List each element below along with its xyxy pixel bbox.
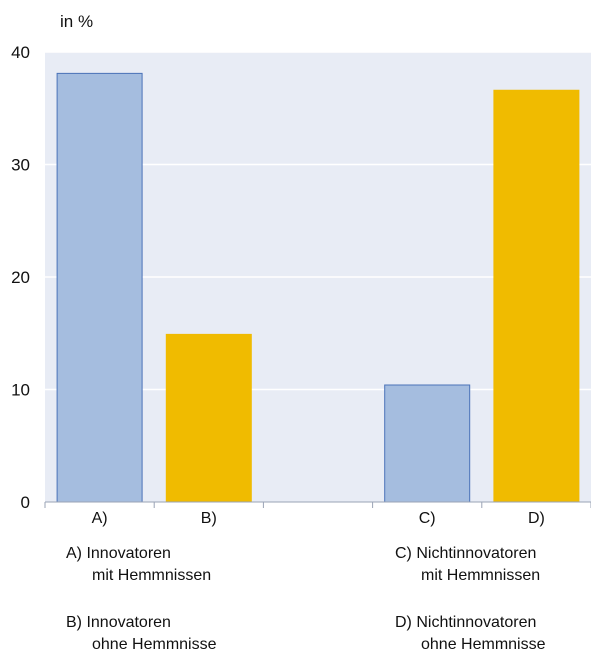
legend-entry-a: A) Innovatoren mit Hemmnissen bbox=[66, 543, 211, 587]
legend-entry-c-line1: C) Nichtinnovatoren bbox=[395, 545, 537, 562]
y-tick-label: 40 bbox=[11, 43, 30, 62]
x-tick-label: D) bbox=[528, 510, 545, 527]
legend-entry-d-line2: ohne Hemmnisse bbox=[421, 636, 546, 653]
y-tick-label: 10 bbox=[11, 381, 30, 400]
bar bbox=[165, 333, 252, 503]
bar bbox=[384, 384, 471, 503]
legend-entry-a-line2: mit Hemmnissen bbox=[92, 567, 212, 584]
y-tick-label: 0 bbox=[21, 493, 30, 512]
x-tick-label: B) bbox=[201, 510, 217, 527]
legend-entry-c: C) Nichtinnovatoren mit Hemmnissen bbox=[395, 543, 540, 587]
legend-entry-d: D) Nichtinnovatoren ohne Hemmnisse bbox=[395, 612, 546, 656]
legend-entry-b-line1: B) Innovatoren bbox=[66, 614, 171, 631]
y-tick-label: 20 bbox=[11, 268, 30, 287]
legend-entry-c-line2: mit Hemmnissen bbox=[421, 567, 541, 584]
legend-entry-b: B) Innovatoren ohne Hemmnisse bbox=[66, 612, 217, 656]
legend-entry-a-line1: A) Innovatoren bbox=[66, 545, 171, 562]
y-axis-unit-label: in % bbox=[60, 12, 94, 31]
bar bbox=[493, 89, 580, 503]
legend-entry-b-line2: ohne Hemmnisse bbox=[92, 636, 217, 653]
x-tick-label: A) bbox=[92, 510, 108, 527]
bar bbox=[56, 72, 143, 503]
y-tick-label: 30 bbox=[11, 156, 30, 175]
legend-entry-d-line1: D) Nichtinnovatoren bbox=[395, 614, 537, 631]
x-tick-label: C) bbox=[419, 510, 436, 527]
